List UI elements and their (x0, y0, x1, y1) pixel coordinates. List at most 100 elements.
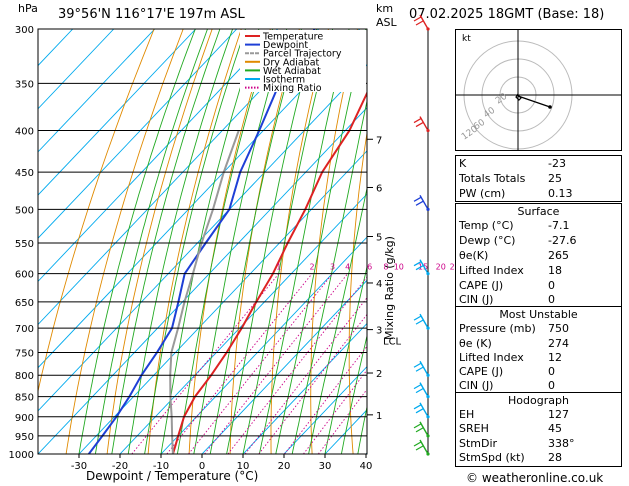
isotherm-line (119, 193, 367, 454)
surface-key: CIN (J) (459, 293, 494, 306)
pressure-unit-label: hPa (18, 2, 38, 15)
pressure-tick-label: 1000 (9, 450, 34, 461)
mu-value: 274 (548, 337, 569, 350)
x-tick-label: -30 (71, 461, 87, 472)
legend-label: Wet Adiabat (263, 66, 321, 77)
surface-value: -27.6 (548, 234, 577, 247)
hodo-value: 45 (548, 422, 562, 435)
hodo-key: EH (459, 408, 475, 421)
mixing-ratio-label: 20 (436, 263, 446, 272)
hodograph-params-title: Hodograph (508, 394, 569, 407)
isotherm-line (38, 107, 367, 454)
height-unit-label: km (376, 2, 394, 15)
surface-row: Lifted Index 18 (456, 263, 621, 278)
pressure-tick-label: 700 (15, 324, 34, 335)
profile-temperature (171, 90, 367, 454)
wind-barb-flag (413, 404, 422, 410)
wind-barb-flag (413, 441, 422, 447)
pressure-tick-label: 500 (15, 205, 34, 216)
hodograph-panel: kt 20 40 60 120 (455, 29, 622, 151)
wind-barb (419, 259, 429, 275)
isotherm-line (78, 150, 367, 454)
wind-barb (419, 360, 429, 376)
index-key: PW (cm) (459, 187, 506, 200)
wind-barb-base (426, 395, 430, 399)
wind-barb-flag (413, 16, 422, 22)
mixing-ratio-label: 4 (345, 263, 350, 272)
wind-barb-base (426, 207, 430, 211)
legend-label: Mixing Ratio (263, 83, 322, 94)
index-key: Totals Totals (459, 172, 526, 185)
wind-barb-flag (415, 445, 424, 451)
legend-label: Temperature (262, 32, 323, 43)
mixing-ratio-label: 10 (394, 263, 404, 272)
index-row: PW (cm) 0.13 (456, 186, 621, 201)
lcl-label: LCL (383, 336, 402, 347)
indices-panel: K -23 Totals Totals 25 PW (cm) 0.13 (455, 155, 622, 202)
wind-barb-flag (413, 384, 422, 390)
legend-label: Parcel Trajectory (263, 49, 342, 60)
mixing-ratio-label: 25 (450, 263, 460, 272)
isotherm-line (201, 279, 367, 454)
mixing-ratio-line (204, 273, 348, 454)
surface-value: 0 (548, 279, 555, 292)
wind-barb-base (426, 434, 430, 438)
most-unstable-panel: Most Unstable Pressure (mb) 750 θe (K) 274… (455, 306, 622, 394)
wind-barb-flag (415, 265, 424, 271)
mu-key: Pressure (mb) (459, 322, 536, 335)
mixing-ratio-axis-title: Mixing Ratio (g/kg) (383, 236, 396, 340)
mixing-ratio-line (166, 273, 313, 454)
index-row: Totals Totals 25 (456, 171, 621, 186)
mu-row: Lifted Index 12 (456, 350, 621, 365)
mixing-ratio-line (284, 345, 367, 454)
height-ref-label: ASL (376, 16, 397, 29)
pressure-tick-label: 750 (15, 348, 34, 359)
hodo-value: 127 (548, 408, 569, 421)
hodo-row: SREH 45 (456, 421, 621, 436)
surface-row: θe(K) 265 (456, 248, 621, 263)
legend-label: Dewpoint (263, 40, 308, 51)
hodograph-unit: kt (462, 34, 471, 44)
surface-key: Dewp (°C) (459, 234, 516, 247)
isotherm-line (160, 236, 367, 454)
mixing-ratio-label: 8 (383, 263, 388, 272)
wind-barb (419, 14, 429, 30)
surface-key: CAPE (J) (459, 279, 504, 292)
mu-row: θe (K) 274 (456, 336, 621, 351)
pressure-tick-label: 900 (15, 413, 34, 424)
surface-row: Dewp (°C) -27.6 (456, 233, 621, 248)
isotherm-line (242, 322, 367, 454)
hodo-key: StmDir (459, 437, 498, 450)
surface-key: θe(K) (459, 249, 489, 262)
wind-barb (419, 421, 429, 437)
storm-motion-point (548, 105, 552, 109)
index-row: K -23 (456, 156, 621, 171)
index-value: -23 (548, 157, 566, 170)
wet-adiabat (324, 264, 367, 454)
wind-barb (419, 116, 429, 131)
x-tick-label: -10 (153, 461, 169, 472)
isotherm-line (38, 29, 74, 67)
hodograph-ring-label: 20 (494, 92, 509, 107)
surface-value: 18 (548, 264, 562, 277)
location-title: 39°56'N 116°17'E 197m ASL (58, 7, 245, 22)
hodo-key: SREH (459, 422, 489, 435)
mu-key: Lifted Index (459, 351, 524, 364)
mu-value: 12 (548, 351, 562, 364)
copyright-footer: © weatheronline.co.uk (466, 471, 604, 485)
height-tick-label: 6 (376, 183, 382, 194)
mu-row: CIN (J) 0 (456, 378, 621, 393)
wind-barb-flag (413, 261, 422, 267)
x-tick-label: 20 (278, 461, 291, 472)
isotherm-line (38, 29, 156, 153)
wind-barb-flag (415, 319, 424, 325)
mu-key: CIN (J) (459, 379, 494, 392)
wind-barb-base (426, 27, 430, 31)
surface-row: CAPE (J) 0 (456, 278, 621, 293)
datetime-title: 07.02.2025 18GMT (Base: 18) (409, 7, 605, 22)
hodo-row: StmDir 338° (456, 436, 621, 451)
pressure-tick-label: 850 (15, 393, 34, 404)
wind-barb-flag (413, 118, 422, 124)
pressure-tick-label: 800 (15, 371, 34, 382)
wet-adiabat (111, 29, 221, 454)
